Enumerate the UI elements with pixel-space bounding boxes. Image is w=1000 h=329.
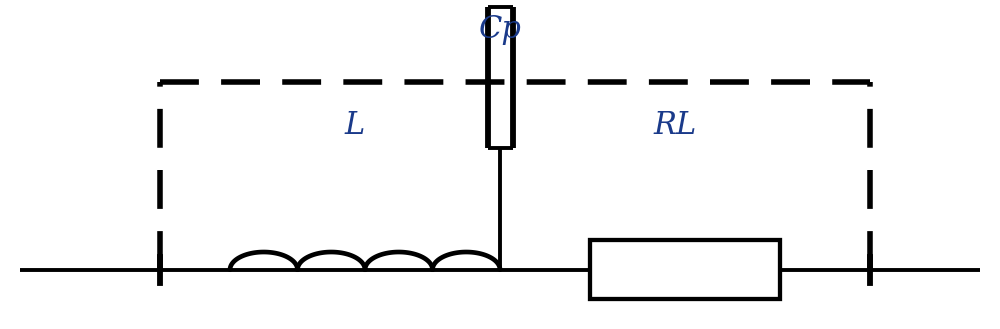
Text: L: L [345, 110, 365, 140]
Bar [590, 240, 780, 299]
Text: RL: RL [653, 110, 697, 140]
Text: Cp: Cp [479, 14, 521, 45]
